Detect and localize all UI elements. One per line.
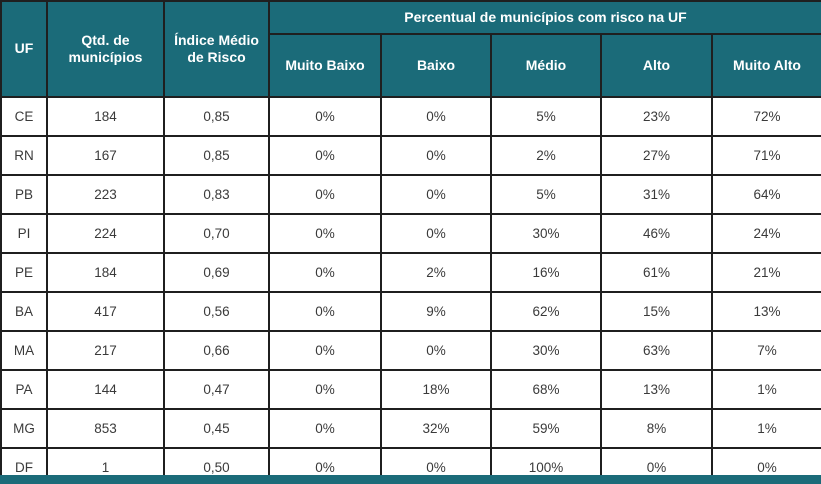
muito-baixo-cell: 0% <box>268 174 382 215</box>
col-header-alto: Alto <box>600 33 713 98</box>
col-header-baixo: Baixo <box>380 33 492 98</box>
col-header-uf: UF <box>0 0 48 98</box>
col-header-muito-alto: Muito Alto <box>710 33 821 98</box>
qtd-municipios-cell: 184 <box>46 96 165 137</box>
indice-medio-cell: 0,45 <box>163 408 270 449</box>
table-header: UF Qtd. de municípios Índice Médio de Ri… <box>0 0 821 98</box>
group-header-percentual-risco: Percentual de municípios com risco na UF <box>267 0 821 35</box>
table-row: PE 184 0,69 0% 2% 16% 61% 21% <box>0 252 821 293</box>
alto-cell: 15% <box>600 291 713 332</box>
alto-cell: 46% <box>600 213 713 254</box>
muito-baixo-cell: 0% <box>268 330 382 371</box>
alto-cell: 61% <box>600 252 713 293</box>
indice-medio-cell: 0,47 <box>163 369 270 410</box>
uf-cell: MA <box>0 330 48 371</box>
medio-cell: 2% <box>490 135 602 176</box>
medio-cell: 30% <box>490 213 602 254</box>
muito-alto-cell: 64% <box>710 174 821 215</box>
uf-cell: PA <box>0 369 48 410</box>
table-row: CE 184 0,85 0% 0% 5% 23% 72% <box>0 96 821 137</box>
medio-cell: 5% <box>490 174 602 215</box>
qtd-municipios-cell: 224 <box>46 213 165 254</box>
muito-alto-cell: 1% <box>710 369 821 410</box>
uf-cell: PI <box>0 213 48 254</box>
col-header-qtd-municipios: Qtd. de municípios <box>46 0 165 98</box>
baixo-cell: 32% <box>380 408 492 449</box>
muito-baixo-cell: 0% <box>268 369 382 410</box>
baixo-cell: 0% <box>380 96 492 137</box>
col-header-medio: Médio <box>490 33 602 98</box>
muito-alto-cell: 7% <box>710 330 821 371</box>
qtd-municipios-cell: 167 <box>46 135 165 176</box>
medio-cell: 68% <box>490 369 602 410</box>
baixo-cell: 18% <box>380 369 492 410</box>
medio-cell: 30% <box>490 330 602 371</box>
qtd-municipios-cell: 184 <box>46 252 165 293</box>
table-row: RN 167 0,85 0% 0% 2% 27% 71% <box>0 135 821 176</box>
baixo-cell: 2% <box>380 252 492 293</box>
alto-cell: 23% <box>600 96 713 137</box>
qtd-municipios-cell: 853 <box>46 408 165 449</box>
indice-medio-cell: 0,56 <box>163 291 270 332</box>
uf-cell: PE <box>0 252 48 293</box>
baixo-cell: 0% <box>380 174 492 215</box>
muito-alto-cell: 13% <box>710 291 821 332</box>
header-sub-row: Muito Baixo Baixo Médio Alto Muito Alto <box>1 33 821 98</box>
muito-alto-cell: 72% <box>710 96 821 137</box>
muito-baixo-cell: 0% <box>268 291 382 332</box>
medio-cell: 16% <box>490 252 602 293</box>
muito-baixo-cell: 0% <box>268 96 382 137</box>
alto-cell: 27% <box>600 135 713 176</box>
uf-cell: CE <box>0 96 48 137</box>
col-header-muito-baixo: Muito Baixo <box>268 33 382 98</box>
indice-medio-cell: 0,83 <box>163 174 270 215</box>
table-row: MG 853 0,45 0% 32% 59% 8% 1% <box>0 408 821 449</box>
qtd-municipios-cell: 144 <box>46 369 165 410</box>
baixo-cell: 9% <box>380 291 492 332</box>
medio-cell: 62% <box>490 291 602 332</box>
indice-medio-cell: 0,85 <box>163 135 270 176</box>
baixo-cell: 0% <box>380 330 492 371</box>
uf-cell: RN <box>0 135 48 176</box>
medio-cell: 59% <box>490 408 602 449</box>
qtd-municipios-cell: 223 <box>46 174 165 215</box>
col-header-indice-medio-risco: Índice Médio de Risco <box>163 0 270 98</box>
qtd-municipios-cell: 217 <box>46 330 165 371</box>
bottom-accent-bar <box>0 475 821 484</box>
alto-cell: 8% <box>600 408 713 449</box>
uf-cell: MG <box>0 408 48 449</box>
table-row: PA 144 0,47 0% 18% 68% 13% 1% <box>0 369 821 410</box>
uf-cell: PB <box>0 174 48 215</box>
muito-alto-cell: 24% <box>710 213 821 254</box>
muito-baixo-cell: 0% <box>268 252 382 293</box>
header-group-row: UF Qtd. de municípios Índice Médio de Ri… <box>0 0 821 98</box>
alto-cell: 63% <box>600 330 713 371</box>
muito-alto-cell: 1% <box>710 408 821 449</box>
indice-medio-cell: 0,70 <box>163 213 270 254</box>
table-row: BA 417 0,56 0% 9% 62% 15% 13% <box>0 291 821 332</box>
alto-cell: 13% <box>600 369 713 410</box>
qtd-municipios-cell: 417 <box>46 291 165 332</box>
indice-medio-cell: 0,66 <box>163 330 270 371</box>
muito-baixo-cell: 0% <box>268 135 382 176</box>
baixo-cell: 0% <box>380 213 492 254</box>
table-row: PI 224 0,70 0% 0% 30% 46% 24% <box>0 213 821 254</box>
muito-baixo-cell: 0% <box>268 213 382 254</box>
table-row: PB 223 0,83 0% 0% 5% 31% 64% <box>0 174 821 215</box>
indice-medio-cell: 0,69 <box>163 252 270 293</box>
muito-baixo-cell: 0% <box>268 408 382 449</box>
medio-cell: 5% <box>490 96 602 137</box>
muito-alto-cell: 21% <box>710 252 821 293</box>
alto-cell: 31% <box>600 174 713 215</box>
table-body: CE 184 0,85 0% 0% 5% 23% 72% RN 167 0,85 0% 0% 2% 27% 7… <box>0 96 821 484</box>
indice-medio-cell: 0,85 <box>163 96 270 137</box>
uf-cell: BA <box>0 291 48 332</box>
baixo-cell: 0% <box>380 135 492 176</box>
muito-alto-cell: 71% <box>710 135 821 176</box>
table-row: MA 217 0,66 0% 0% 30% 63% 7% <box>0 330 821 371</box>
